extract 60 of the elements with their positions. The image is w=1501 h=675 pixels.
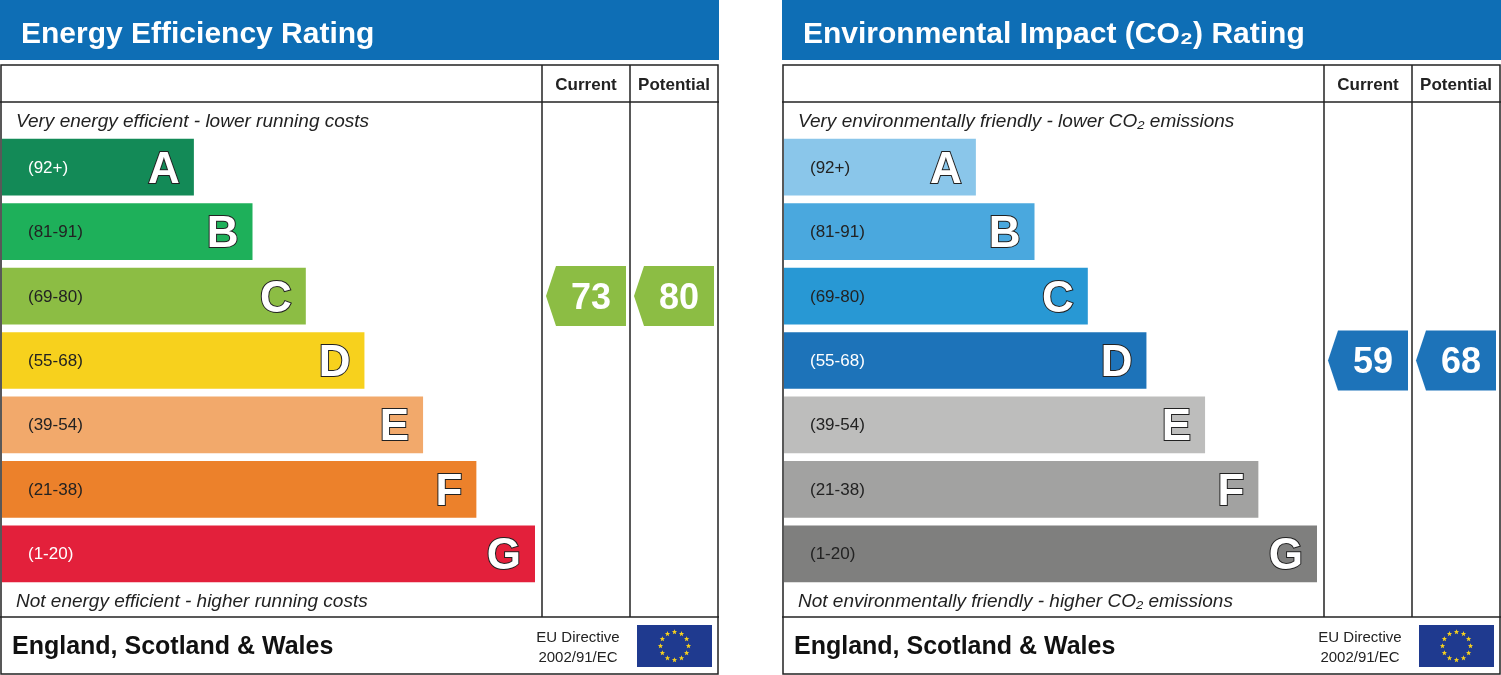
y-tick-label: (39-54) (810, 415, 865, 435)
chart-title: Energy Efficiency Rating (21, 15, 375, 49)
bar (2, 525, 535, 583)
bar (2, 267, 306, 325)
bar (784, 203, 1035, 260)
annotation: F (435, 464, 463, 514)
text: 68 (1440, 340, 1482, 381)
text: Potential (1420, 74, 1492, 94)
y-tick-label: (81-91) (810, 222, 865, 242)
y-tick-label: (39-54) (28, 415, 83, 435)
y-tick-label: (92+) (28, 157, 69, 177)
y-tick-label: (69-80) (28, 286, 83, 306)
annotation: C (1042, 271, 1074, 321)
annotation: C (260, 271, 292, 321)
text: England, Scotland & Wales (12, 631, 334, 659)
y-tick-label: (21-38) (28, 479, 83, 499)
text: 73 (570, 275, 612, 317)
text: EU Directive 2002/91/EC (536, 627, 620, 665)
annotation: A (930, 142, 962, 192)
bar (2, 461, 477, 518)
y-tick-label: (92+) (810, 157, 851, 177)
bar (784, 461, 1259, 518)
annotation: F (1217, 464, 1245, 514)
y-tick-label: (69-80) (810, 286, 865, 306)
text: Potential (638, 74, 710, 94)
bar (2, 138, 194, 196)
y-tick-label: (21-38) (810, 479, 865, 499)
y-tick-label: (1-20) (28, 544, 74, 564)
text: 80 (658, 275, 700, 317)
y-tick-label: (1-20) (810, 544, 856, 564)
y-tick-label: (81-91) (28, 222, 83, 242)
text: England, Scotland & Wales (794, 631, 1116, 659)
annotation: B (988, 207, 1021, 257)
annotation: G (1268, 529, 1303, 579)
annotation: D (1100, 336, 1133, 385)
text: EU Directive 2002/91/EC (1318, 627, 1402, 665)
text: Current (555, 74, 618, 94)
text: Not energy efficient - higher running costs (16, 589, 369, 611)
bar (784, 332, 1147, 389)
text: Very energy efficient - lower running costs (16, 109, 370, 131)
annotation: A (148, 142, 180, 192)
text: Very environmentally friendly - lower CO₂ emissions (798, 109, 1235, 131)
annotation: E (1161, 400, 1192, 450)
bar (2, 396, 424, 454)
bar (784, 138, 976, 196)
y-tick-label: (55-68) (28, 351, 83, 370)
annotation: D (318, 336, 351, 385)
y-tick-label: (55-68) (810, 351, 865, 370)
bar (784, 525, 1317, 583)
text: Current (1337, 74, 1400, 94)
chart-title: Environmental Impact (CO₂) Rating (803, 15, 1305, 49)
annotation: B (206, 207, 239, 257)
annotation: G (486, 529, 521, 579)
bar (2, 332, 365, 389)
bar (784, 267, 1088, 325)
bar (2, 203, 253, 260)
text: 59 (1352, 340, 1394, 381)
text: Not environmentally friendly - higher CO₂ emissions (798, 589, 1234, 611)
bar (784, 396, 1206, 454)
annotation: E (379, 400, 410, 450)
